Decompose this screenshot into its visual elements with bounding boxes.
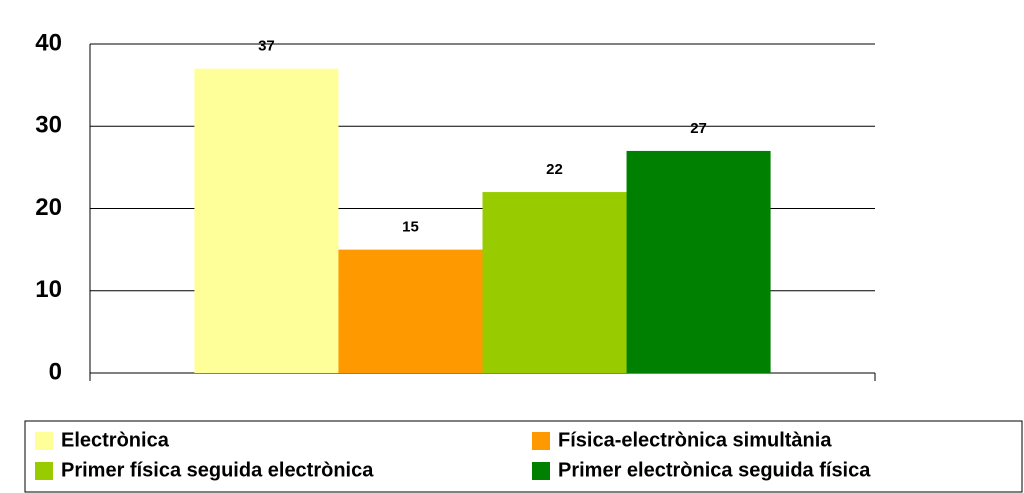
y-tick-label: 20 [35,194,62,221]
y-tick-label: 10 [35,276,62,303]
legend-swatch [35,462,53,480]
y-tick-label: 0 [49,358,62,385]
bar [194,68,339,374]
value-label: 37 [258,38,275,55]
value-label: 22 [546,161,563,178]
y-tick-label: 40 [35,29,62,56]
legend-box [24,420,1023,493]
legend-label: Primer física seguida electrònica [61,459,374,481]
value-label: 15 [402,219,419,236]
legend-label: Física-electrònica simultània [558,429,832,451]
legend-swatch [35,432,53,450]
y-tick-label: 30 [35,112,62,139]
legend-label: Primer electrònica seguida física [558,459,871,481]
bar [482,192,627,373]
bar [626,150,771,373]
legend-label: Electrònica [61,429,170,451]
legend-swatch [532,432,550,450]
value-label: 27 [690,120,707,137]
bar [338,249,483,373]
legend-swatch [532,462,550,480]
